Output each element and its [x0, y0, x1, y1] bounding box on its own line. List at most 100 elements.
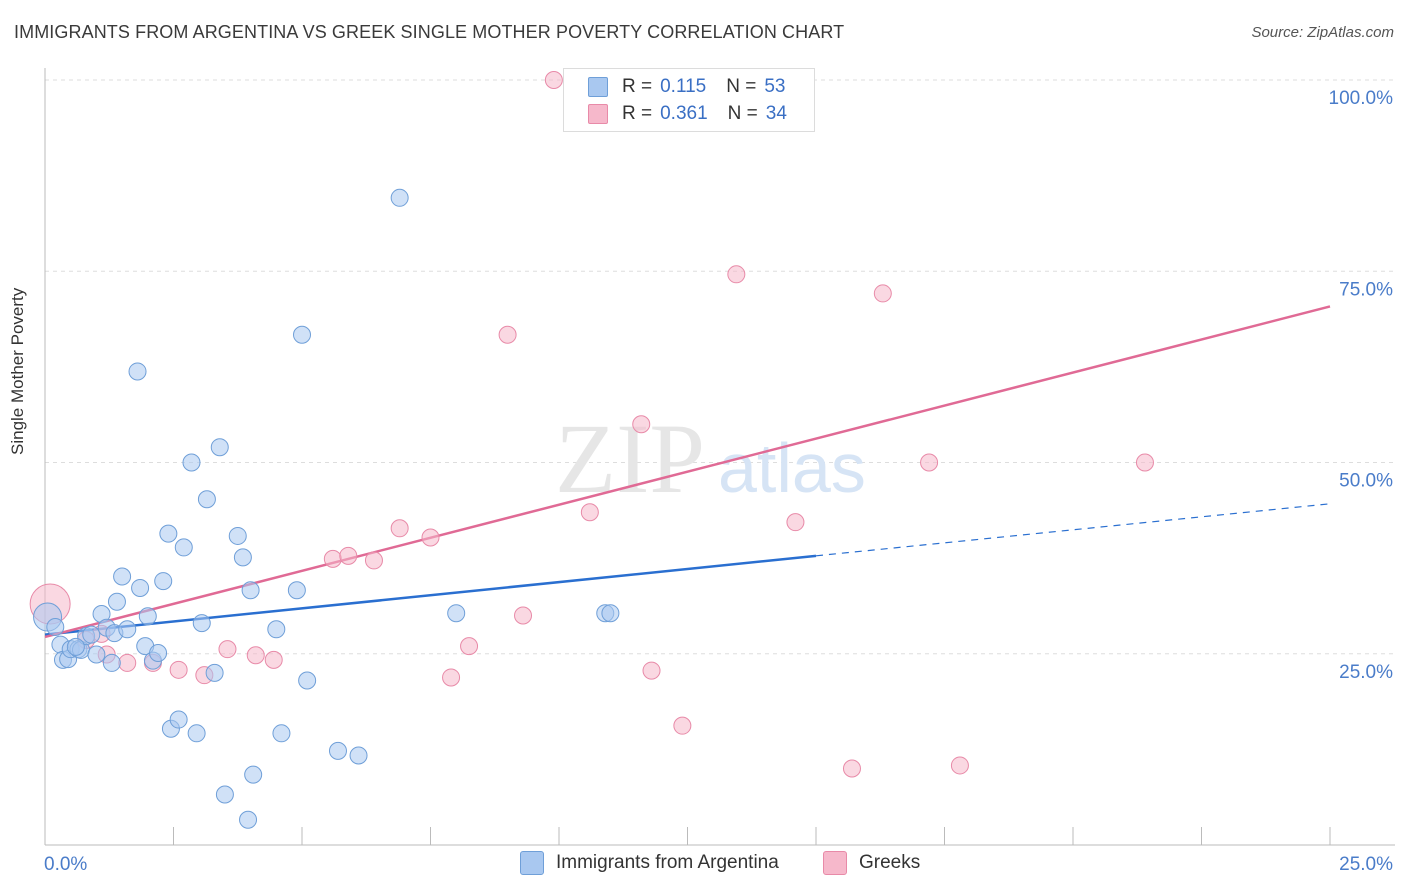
point-greeks	[339, 546, 358, 565]
legend-row-greeks: R = 0.361 N = 34	[588, 102, 787, 126]
x-tick-label: 0.0%	[44, 854, 87, 875]
legend-r-label: R =	[622, 103, 653, 124]
y-tick-label: 50.0%	[1339, 471, 1393, 492]
point-argentina	[267, 620, 286, 639]
legend-n-value: 34	[765, 103, 787, 124]
point-greeks	[364, 551, 383, 570]
legend-r-value: 0.115	[660, 76, 707, 97]
point-greeks	[264, 650, 283, 669]
point-argentina	[118, 620, 137, 639]
legend-r-value: 0.361	[660, 103, 708, 124]
series-swatch-argentina	[520, 851, 544, 875]
y-tick-label: 25.0%	[1339, 662, 1393, 683]
legend-r-label: R =	[622, 76, 653, 97]
watermark-zip: ZIP	[555, 403, 705, 514]
point-argentina	[187, 724, 206, 743]
point-argentina	[241, 581, 260, 600]
point-greeks	[218, 640, 237, 659]
point-argentina	[66, 637, 85, 656]
point-argentina	[197, 490, 216, 509]
point-greeks	[246, 646, 265, 665]
legend-n-label: N =	[727, 103, 758, 124]
point-argentina	[192, 614, 211, 633]
point-argentina	[447, 604, 466, 623]
point-argentina	[154, 572, 173, 591]
source-credit: Source: ZipAtlas.com	[1251, 24, 1394, 41]
point-argentina	[349, 746, 368, 765]
point-argentina	[244, 765, 263, 784]
point-argentina	[82, 625, 101, 644]
point-argentina	[228, 526, 247, 545]
tick-labels: 25.0% 50.0% 75.0% 100.0% 0.0% 25.0%	[44, 88, 1393, 875]
legend-swatch-greeks	[588, 104, 608, 124]
watermark-atlas: atlas	[718, 429, 866, 507]
trend-line-greeks	[44, 305, 1331, 639]
point-argentina	[182, 453, 201, 472]
point-argentina	[138, 607, 157, 626]
data-points	[29, 71, 1154, 829]
legend-n-label: N =	[726, 76, 757, 97]
point-greeks	[498, 325, 517, 344]
point-greeks	[1135, 453, 1154, 472]
y-tick-label: 100.0%	[1329, 88, 1394, 109]
point-argentina	[107, 592, 126, 611]
point-argentina	[272, 724, 291, 743]
point-greeks	[118, 653, 137, 672]
series-legend-greeks: Greeks	[823, 851, 920, 875]
point-greeks	[169, 660, 188, 679]
point-argentina	[131, 578, 150, 597]
point-argentina	[298, 671, 317, 690]
point-argentina	[87, 645, 106, 664]
point-argentina	[205, 663, 224, 682]
point-argentina	[239, 810, 258, 829]
point-greeks	[727, 265, 746, 284]
series-legend-argentina: Immigrants from Argentina	[520, 851, 779, 875]
correlation-legend: R = 0.115 N = 53 R = 0.361 N = 34	[563, 68, 815, 132]
series-swatch-greeks	[823, 851, 847, 875]
point-greeks	[580, 503, 599, 522]
point-argentina	[149, 643, 168, 662]
point-argentina	[233, 548, 252, 567]
point-greeks	[786, 513, 805, 532]
series-label-greeks: Greeks	[859, 852, 921, 873]
point-greeks	[460, 637, 479, 656]
point-argentina	[215, 785, 234, 804]
axes	[44, 68, 1395, 846]
legend-row-argentina: R = 0.115 N = 53	[588, 75, 786, 99]
legend-n-value: 53	[764, 76, 786, 97]
point-greeks	[642, 661, 661, 680]
point-greeks	[514, 606, 533, 625]
series-label-argentina: Immigrants from Argentina	[556, 852, 779, 873]
watermark: ZIP atlas	[555, 403, 866, 514]
chart-title: IMMIGRANTS FROM ARGENTINA VS GREEK SINGL…	[14, 22, 845, 42]
point-greeks	[842, 759, 861, 778]
point-greeks	[544, 71, 563, 89]
point-greeks	[632, 415, 651, 434]
x-tick-label: 25.0%	[1339, 854, 1393, 875]
y-tick-label: 75.0%	[1339, 279, 1393, 300]
point-argentina	[390, 188, 409, 207]
point-argentina	[174, 538, 193, 557]
point-argentina	[113, 567, 132, 586]
point-argentina	[328, 741, 347, 760]
trend-line-argentina-extension	[815, 503, 1331, 557]
point-greeks	[323, 549, 342, 568]
point-greeks	[442, 668, 461, 687]
point-argentina	[102, 653, 121, 672]
grid-lines	[45, 79, 1395, 655]
point-argentina	[46, 617, 65, 636]
point-argentina	[128, 362, 147, 381]
point-argentina	[287, 581, 306, 600]
point-argentina	[601, 604, 620, 623]
point-greeks	[873, 284, 892, 303]
legend-swatch-argentina	[588, 77, 608, 97]
point-greeks	[950, 756, 969, 775]
trend-lines	[44, 305, 1331, 639]
point-argentina	[210, 438, 229, 457]
point-greeks	[920, 453, 939, 472]
point-argentina	[159, 524, 178, 543]
point-greeks	[673, 716, 692, 735]
point-argentina	[293, 325, 311, 344]
point-argentina	[169, 710, 188, 729]
